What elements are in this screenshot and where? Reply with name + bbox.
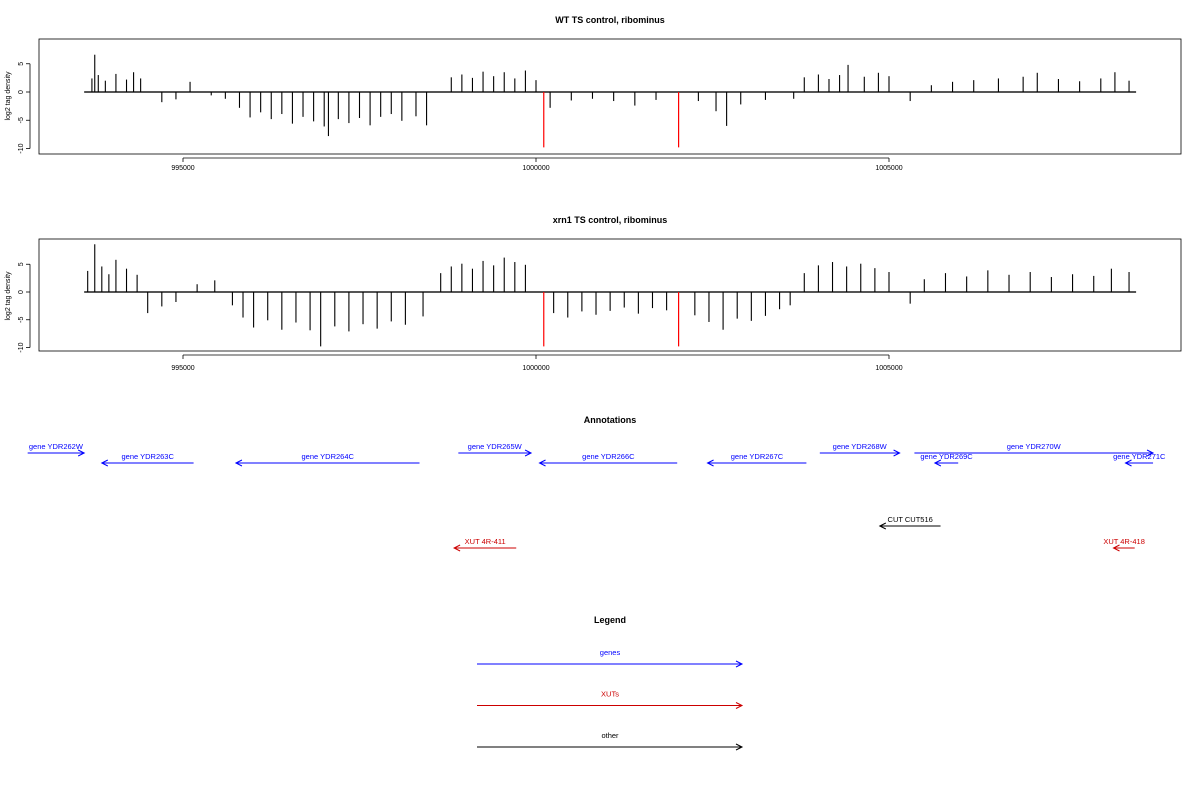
arrowhead [1124,459,1132,467]
y-axis-label: log2 tag density [5,271,12,321]
x-tick-label: 1000000 [522,165,549,172]
x-tick-label: 1000000 [522,365,549,372]
legend-label: genes [600,648,621,657]
annotation-label: gene YDR265W [468,442,523,451]
arrowhead [1146,449,1155,457]
signal-bars [84,54,1137,148]
x-tick-label: 1005000 [875,365,902,372]
y-tick-label: 0 [18,290,25,294]
legend-items: genes XUTs other [477,648,744,751]
annotation-label: gene YDR264C [302,452,355,461]
panel-title: WT TS control, ribominus [555,15,665,25]
arrowhead [100,459,109,467]
y-tick-label: -5 [18,117,25,123]
y-tick-label: -5 [18,317,25,323]
y-tick-label: -10 [18,143,25,153]
y-tick-label: 5 [18,262,25,266]
y-axis: -10 -5 0 5 [18,62,31,154]
x-tick-label: 995000 [171,365,194,372]
annotation-label: gene YDR267C [731,452,784,461]
panel-title: xrn1 TS control, ribominus [553,215,668,225]
arrowhead [1112,544,1120,552]
arrowhead [538,459,546,467]
signal-bars [84,244,1137,347]
arrowhead [893,449,901,457]
arrowhead [735,702,744,709]
arrowhead [933,459,942,467]
annotation-label: gene YDR271C [1113,452,1166,461]
annotation-label: gene YDR263C [121,452,174,461]
x-axis: 995000 1000000 1005000 [171,354,903,372]
annotation-label: XUT 4R-418 [1103,537,1145,546]
plot-frame [38,38,1182,155]
x-tick-label: 1005000 [875,165,902,172]
annotation-label: CUT CUT516 [888,515,933,524]
annotations-title: Annotations [584,415,637,425]
arrowhead [452,544,461,552]
annotation-items: gene YDR262W gene YDR263C gene YDR264C gene… [27,442,1166,552]
arrowhead [735,743,744,751]
arrowhead [878,522,887,530]
x-tick-label: 995000 [171,165,194,172]
y-tick-label: -10 [18,342,25,352]
track-panel-xrn1: xrn1 TS control, ribominus log2 tag dens… [5,215,1182,372]
arrowhead [77,449,86,457]
y-axis-label: log2 tag density [5,71,12,121]
y-tick-label: 5 [18,62,25,66]
legend-title: Legend [594,615,626,625]
y-axis: -10 -5 0 5 [18,262,31,353]
x-axis: 995000 1000000 1005000 [171,157,903,172]
legend-label: XUTs [601,690,619,699]
annotation-label: gene YDR268W [833,442,888,451]
legend-label: other [601,731,619,740]
arrowhead [706,459,714,467]
arrowhead [735,660,744,668]
y-tick-label: 0 [18,90,25,94]
annotation-label: gene YDR269C [920,452,973,461]
track-panel-wt: WT TS control, ribominus log2 tag densit… [5,15,1182,172]
annotation-label: gene YDR262W [29,442,84,451]
annotation-label: gene YDR266C [582,452,635,461]
annotation-label: gene YDR270W [1007,442,1062,451]
arrowhead [234,459,243,467]
annotation-label: XUT 4R-411 [465,537,506,546]
arrowhead [524,449,533,457]
legend: Legend genes XUTs other [477,615,744,751]
plot-frame [38,238,1182,352]
